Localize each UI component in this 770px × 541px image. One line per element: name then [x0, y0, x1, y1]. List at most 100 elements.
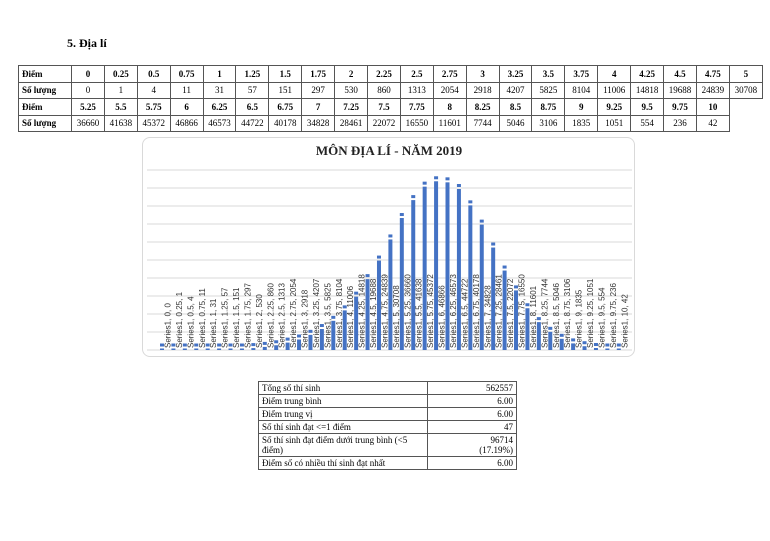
- summary-label: Điểm trung vị: [258, 407, 428, 421]
- score-cell: 9.75: [663, 98, 697, 116]
- empty-cell: [729, 99, 762, 116]
- data-label: Series1, 5.25, 36660: [403, 274, 412, 348]
- count-cell: 11006: [597, 81, 632, 99]
- count-cell: 30708: [728, 81, 764, 99]
- data-label: Series1, 6.5, 44722: [460, 278, 469, 348]
- data-label: Series1, 0.25, 1: [175, 291, 184, 348]
- count-cell: 5825: [531, 81, 566, 99]
- data-marker: [605, 343, 610, 347]
- data-marker: [251, 343, 256, 347]
- count-cell: 1835: [564, 114, 599, 132]
- bar: [571, 343, 576, 350]
- data-marker: [239, 343, 244, 347]
- score-row: Điểm 0 0.25 0.5 0.75 1 1.25 1.5 1.75 2 2.25 2.5 2.75…: [18, 65, 764, 83]
- summary-label: Số thí sinh đạt điểm dưới trung bình (<5…: [258, 433, 428, 457]
- score-cell: 8: [432, 98, 467, 116]
- summary-table: Tổng số thí sinh 562557 Điểm trung bình 6.0…: [258, 381, 517, 470]
- count-cell: 19688: [663, 81, 697, 99]
- score-cell: 5.25: [71, 98, 105, 116]
- summary-row: Số thí sinh đạt <=1 điểm 47: [258, 420, 517, 434]
- count-row: Số lượng 36660 41638 45372 46866 46573 44722 40…: [18, 114, 763, 132]
- bar: [308, 334, 313, 350]
- data-marker: [593, 343, 598, 347]
- row-label: Số lượng: [18, 114, 72, 132]
- data-marker: [491, 242, 496, 246]
- data-marker: [502, 265, 507, 269]
- count-cell: 5046: [498, 114, 533, 132]
- count-cell: 46866: [169, 114, 204, 132]
- count-cell: 16550: [399, 114, 434, 132]
- summary-value: 6.00: [427, 394, 517, 408]
- score-cell: 0: [71, 65, 105, 83]
- count-cell: 1313: [399, 81, 434, 99]
- count-cell: 7744: [465, 114, 500, 132]
- score-cell: 7.75: [399, 98, 434, 116]
- summary-value-text: 562557: [486, 383, 513, 393]
- score-cell: 9.25: [597, 98, 632, 116]
- score-cell: 7.5: [367, 98, 401, 116]
- data-label: Series1, 9.5, 554: [597, 287, 606, 348]
- summary-value-text: 6.00: [497, 458, 513, 468]
- data-marker: [274, 340, 279, 344]
- score-cell: 8.25: [465, 98, 500, 116]
- count-cell: 0: [71, 81, 105, 99]
- summary-value: 562557: [427, 381, 517, 395]
- summary-row: Điểm số có nhiều thí sinh đạt nhất 6.00: [258, 456, 517, 470]
- data-label: Series1, 2.5, 1313: [278, 283, 287, 348]
- row-label: Điểm: [18, 65, 72, 83]
- bar: [262, 346, 267, 350]
- data-marker: [399, 213, 404, 217]
- score-cell: 8.5: [498, 98, 533, 116]
- data-marker: [468, 200, 473, 204]
- row-label: Điểm: [18, 98, 72, 116]
- data-label: Series1, 9.25, 1051: [586, 278, 595, 348]
- count-cell: 554: [630, 114, 665, 132]
- summary-value: 47: [427, 420, 517, 434]
- data-marker: [388, 234, 393, 238]
- data-marker: [434, 176, 439, 180]
- data-label: Series1, 6.75, 40178: [472, 274, 481, 348]
- data-marker: [582, 341, 587, 345]
- data-marker: [205, 343, 210, 347]
- data-marker: [217, 343, 222, 347]
- bar: [411, 200, 416, 350]
- count-cell: 40178: [268, 114, 303, 132]
- data-marker: [308, 329, 313, 333]
- count-cell: 8104: [564, 81, 599, 99]
- bar: [525, 308, 530, 350]
- data-label: Series1, 6.25, 46573: [449, 274, 458, 348]
- summary-value: 6.00: [427, 456, 517, 470]
- score-cell: 3.75: [564, 65, 599, 83]
- data-label: Series1, 2.75, 2054: [289, 278, 298, 348]
- score-cell: 4.75: [695, 65, 730, 83]
- score-cell: 7.25: [334, 98, 369, 116]
- score-cell: 8.75: [531, 98, 566, 116]
- score-cell: 4.25: [630, 65, 665, 83]
- score-cell: 6.5: [235, 98, 270, 116]
- score-cell: 1.25: [235, 65, 270, 83]
- data-label: Series1, 7.5, 22072: [506, 278, 515, 348]
- data-marker: [525, 303, 530, 307]
- count-cell: 45372: [136, 114, 171, 132]
- score-cell: 6.25: [202, 98, 237, 116]
- data-label: Series1, 7.25, 28461: [495, 274, 504, 348]
- bar: [616, 348, 621, 350]
- summary-value-text: 96714: [490, 435, 514, 445]
- count-cell: 860: [367, 81, 401, 99]
- bar: [593, 348, 598, 350]
- empty-cell: [729, 115, 762, 132]
- bar: [160, 348, 164, 350]
- bar: [582, 346, 587, 350]
- data-label: Series1, 0.75, 11: [198, 288, 207, 348]
- data-marker: [297, 334, 302, 338]
- score-cell: 10: [695, 98, 730, 116]
- data-marker: [559, 333, 564, 337]
- count-cell: 42: [695, 114, 730, 132]
- summary-value: 96714 (17.19%): [427, 433, 517, 457]
- data-marker: [160, 343, 164, 347]
- data-marker: [171, 343, 176, 347]
- bar: [479, 224, 484, 350]
- data-label: Series1, 3.5, 5825: [323, 283, 332, 348]
- bar: [399, 218, 404, 350]
- count-cell: 28461: [334, 114, 369, 132]
